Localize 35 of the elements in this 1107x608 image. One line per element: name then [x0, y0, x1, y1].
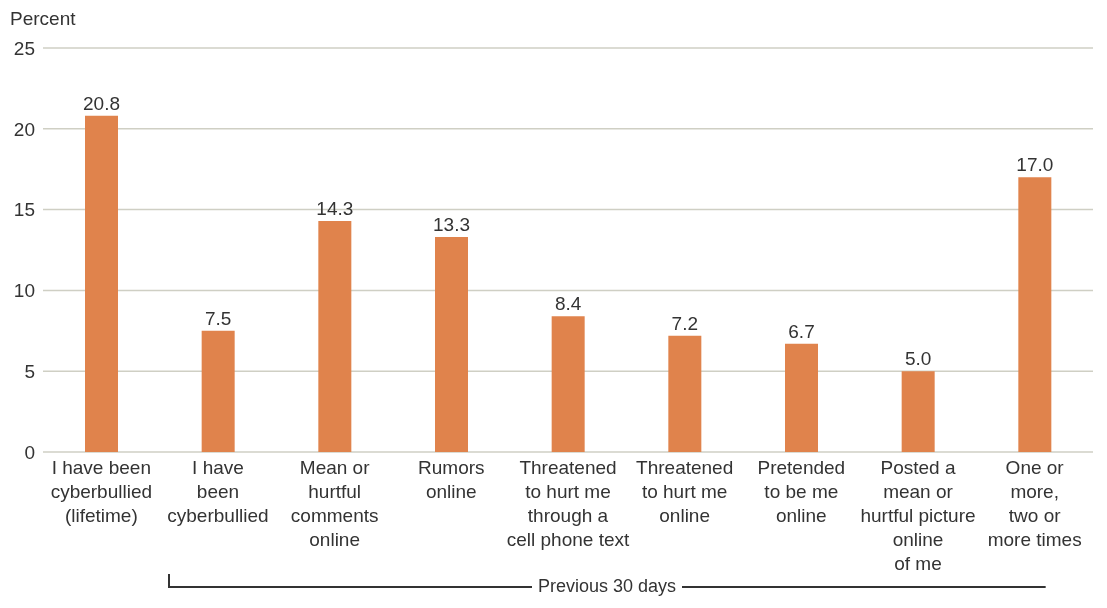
y-tick-label: 15 [13, 199, 35, 221]
y-tick-label: 20 [13, 118, 35, 140]
bar [901, 371, 935, 452]
x-tick-label: Mean or hurtful comments online [290, 457, 379, 550]
x-tick-label: Posted a mean or hurtful picture online of me [860, 457, 976, 574]
data-label: 14.3 [316, 197, 354, 219]
data-label: 6.7 [788, 320, 815, 342]
y-axis-title: Percent [10, 8, 76, 30]
y-tick-label: 5 [24, 360, 35, 382]
bar [85, 115, 118, 452]
text: Previous 30 days [531, 576, 683, 596]
bar [435, 237, 468, 452]
bar [201, 330, 235, 452]
y-tick-label: 25 [13, 37, 35, 59]
y-tick-label: 10 [13, 280, 35, 302]
bar [668, 335, 702, 452]
data-label: 17.0 [1016, 154, 1054, 176]
bar [1018, 177, 1052, 452]
x-tick-label: I have been cyberbullied [167, 457, 269, 526]
x-tick-label: Threatened to hurt me through a cell phone text [506, 457, 630, 550]
data-label: 7.2 [671, 312, 699, 334]
y-tick-label: 0 [24, 441, 35, 463]
x-tick-label: I have been cyberbullied (lifetime) [50, 457, 153, 526]
x-tick-label: Pretended to be me online [757, 457, 846, 526]
x-tick-label: Rumors online [418, 457, 485, 502]
bar [318, 220, 352, 452]
bar [551, 316, 585, 452]
data-label: 7.5 [204, 307, 232, 329]
bar [785, 343, 818, 452]
x-tick-label: Threatened to hurt me online [636, 457, 734, 526]
data-label: 5.0 [904, 348, 932, 370]
data-label: 13.3 [433, 214, 470, 236]
data-label: 20.8 [83, 92, 120, 114]
x-tick-label: One or more, two or more times [987, 457, 1082, 550]
data-label: 8.4 [554, 293, 582, 315]
